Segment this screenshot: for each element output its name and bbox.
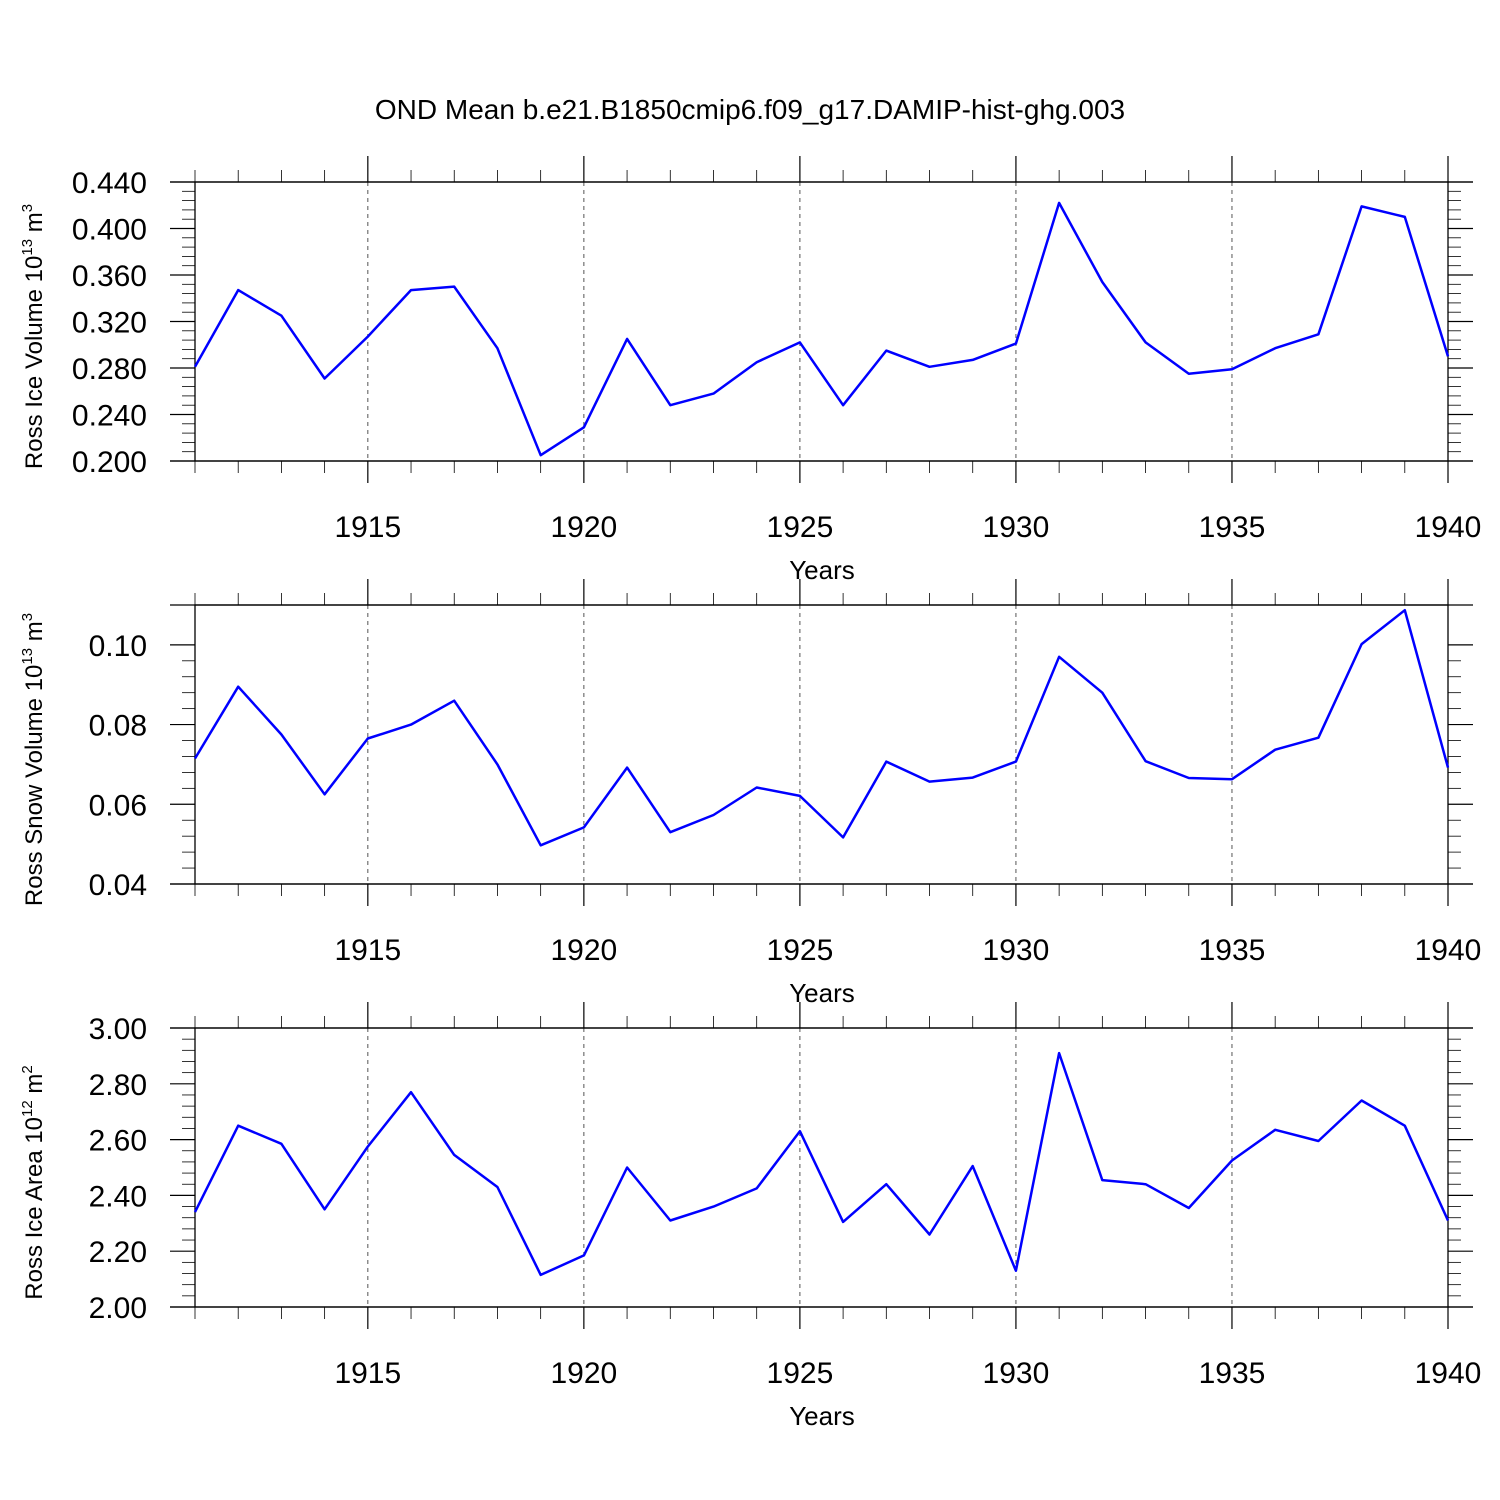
y-tick-label: 2.40 bbox=[89, 1180, 147, 1213]
x-axis-label: Years bbox=[789, 555, 855, 585]
y-axis-label-unit: m bbox=[21, 212, 48, 239]
y-tick-label: 0.06 bbox=[89, 789, 147, 822]
y-axis-label-exponent: 13 bbox=[19, 648, 36, 665]
y-tick-label: 0.360 bbox=[72, 260, 147, 293]
x-tick-label: 1930 bbox=[983, 934, 1050, 967]
y-tick-label: 2.60 bbox=[89, 1125, 147, 1158]
x-tick-label: 1920 bbox=[550, 934, 617, 967]
y-tick-label: 2.80 bbox=[89, 1069, 147, 1102]
x-axis-label: Years bbox=[789, 978, 855, 1008]
x-tick-label: 1915 bbox=[334, 934, 401, 967]
y-axis-label-unit: m bbox=[21, 1074, 48, 1101]
x-tick-label: 1925 bbox=[767, 1357, 834, 1390]
x-tick-label: 1935 bbox=[1199, 934, 1266, 967]
y-tick-label: 0.320 bbox=[72, 307, 147, 340]
y-axis-label-unit: m bbox=[21, 621, 48, 648]
x-tick-label: 1920 bbox=[550, 1357, 617, 1390]
y-tick-label: 2.20 bbox=[89, 1236, 147, 1269]
chart-panel-3: 2.00 2.20 2.40 2.60 2.80 3.00 1915 1920 1925 1930… bbox=[19, 1002, 1481, 1431]
y-axis-label-exponent: 12 bbox=[19, 1100, 36, 1117]
plot-frame bbox=[194, 1027, 1449, 1308]
series-line bbox=[193, 608, 1450, 847]
x-tick-label: 1940 bbox=[1415, 934, 1482, 967]
y-axis-label-unit-exponent: 3 bbox=[19, 204, 36, 212]
y-axis-label-text: Ross Ice Area 10 bbox=[21, 1117, 48, 1300]
y-tick-label: 3.00 bbox=[89, 1013, 147, 1046]
y-tick-label: 0.440 bbox=[72, 167, 147, 200]
x-tick-label: 1925 bbox=[767, 934, 834, 967]
x-tick-label: 1940 bbox=[1415, 1357, 1482, 1390]
series-line bbox=[193, 1051, 1450, 1277]
y-axis-label-unit-exponent: 3 bbox=[19, 613, 36, 621]
series-line bbox=[193, 201, 1450, 457]
chart-panel-1: 0.200 0.240 0.280 0.320 0.360 0.400 0.440 1915 1… bbox=[19, 156, 1481, 585]
x-tick-label: 1915 bbox=[334, 1357, 401, 1390]
y-axis-label-unit-exponent: 2 bbox=[19, 1065, 36, 1073]
x-tick-label: 1930 bbox=[983, 1357, 1050, 1390]
y-axis-label: Ross Ice Volume 1013 m3 bbox=[19, 204, 48, 469]
y-axis-label-exponent: 13 bbox=[19, 239, 36, 256]
x-tick-label: 1935 bbox=[1199, 511, 1266, 544]
x-tick-label: 1925 bbox=[767, 511, 834, 544]
chart-panel-2: 0.04 0.06 0.08 0.10 1915 1920 1925 1930 1935 1940… bbox=[19, 579, 1481, 1008]
y-tick-label: 0.04 bbox=[89, 869, 147, 902]
x-axis-label: Years bbox=[789, 1401, 855, 1431]
panels: 0.200 0.240 0.280 0.320 0.360 0.400 0.440 1915 1… bbox=[19, 156, 1481, 1431]
y-axis-label-text: Ross Snow Volume 10 bbox=[21, 665, 48, 906]
x-tick-label: 1935 bbox=[1199, 1357, 1266, 1390]
y-tick-label: 0.10 bbox=[89, 630, 147, 663]
x-tick-label: 1920 bbox=[550, 511, 617, 544]
y-tick-label: 0.200 bbox=[72, 446, 147, 479]
y-tick-label: 2.00 bbox=[89, 1292, 147, 1325]
x-tick-label: 1930 bbox=[983, 511, 1050, 544]
x-tick-label: 1915 bbox=[334, 511, 401, 544]
y-tick-label: 0.400 bbox=[72, 214, 147, 247]
chart-title: OND Mean b.e21.B1850cmip6.f09_g17.DAMIP-… bbox=[375, 94, 1125, 125]
plot-frame bbox=[194, 604, 1449, 885]
y-tick-label: 0.280 bbox=[72, 353, 147, 386]
x-tick-label: 1940 bbox=[1415, 511, 1482, 544]
y-axis-label: Ross Ice Area 1012 m2 bbox=[19, 1065, 48, 1299]
y-tick-label: 0.08 bbox=[89, 710, 147, 743]
y-axis-label: Ross Snow Volume 1013 m3 bbox=[19, 613, 48, 906]
y-axis-label-text: Ross Ice Volume 10 bbox=[21, 256, 48, 469]
y-tick-label: 0.240 bbox=[72, 400, 147, 433]
